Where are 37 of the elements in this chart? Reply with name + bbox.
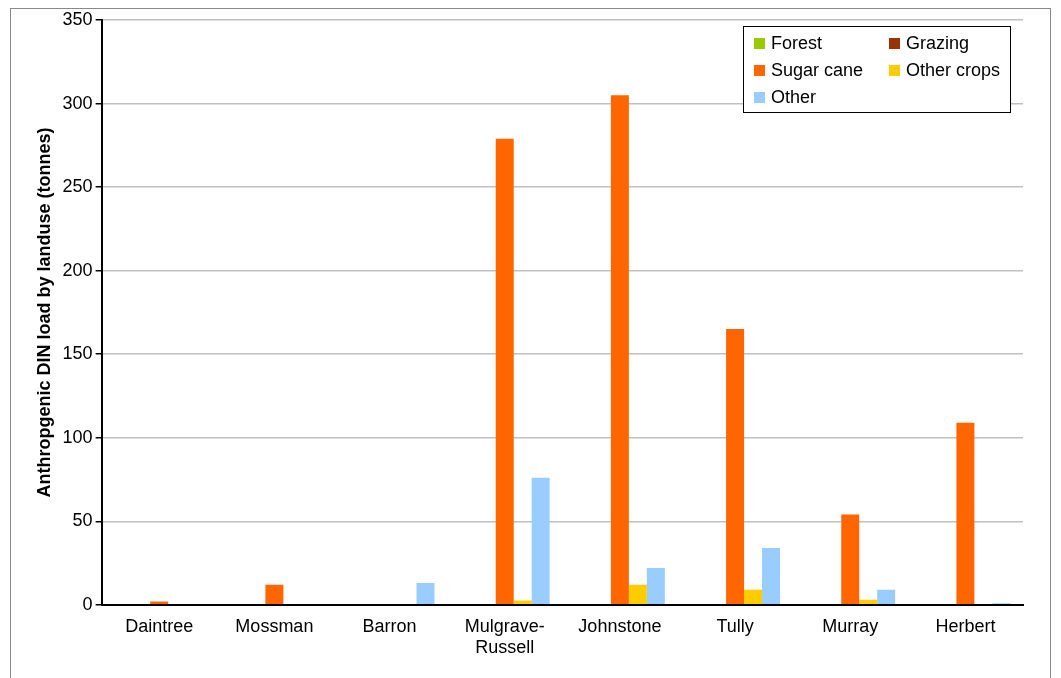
y-tick-label: 0 xyxy=(82,593,93,614)
bar xyxy=(416,583,435,605)
x-tick-label: Barron xyxy=(362,615,417,636)
legend-label: Other crops xyxy=(906,60,1001,81)
bar xyxy=(150,601,169,605)
legend-label: Other xyxy=(771,87,817,108)
legend-label: Forest xyxy=(771,33,823,54)
y-tick-label: 300 xyxy=(62,92,93,113)
bar xyxy=(495,138,514,605)
bar xyxy=(265,584,284,605)
y-tick-label: 200 xyxy=(62,259,93,280)
bar xyxy=(610,95,629,605)
x-tick-label: Daintree xyxy=(125,615,194,636)
bar xyxy=(628,584,647,605)
y-tick-label: 150 xyxy=(62,343,93,364)
x-tick-label: Mulgrave-Russell xyxy=(464,615,545,658)
bar xyxy=(956,422,975,605)
y-axis-title: Anthropgenic DIN load by landuse (tonnes) xyxy=(33,127,54,498)
y-tick-label: 50 xyxy=(72,510,93,531)
bar xyxy=(531,477,550,605)
x-tick-label: Tully xyxy=(716,615,754,636)
y-tick-label: 350 xyxy=(62,8,93,29)
bar xyxy=(841,514,860,605)
y-tick-label: 250 xyxy=(62,176,93,197)
x-tick-label: Johnstone xyxy=(578,615,662,636)
legend-label: Grazing xyxy=(906,33,970,54)
bar xyxy=(744,589,763,605)
x-tick-label: Herbert xyxy=(935,615,996,636)
x-tick-label: Murray xyxy=(822,615,879,636)
bar xyxy=(762,547,780,605)
bar xyxy=(726,329,745,605)
bar xyxy=(859,599,878,605)
bar xyxy=(877,589,896,605)
x-tick-label: Mossman xyxy=(235,615,314,636)
y-tick-label: 100 xyxy=(62,426,93,447)
legend-label: Sugar cane xyxy=(771,60,864,81)
bar xyxy=(646,568,665,605)
